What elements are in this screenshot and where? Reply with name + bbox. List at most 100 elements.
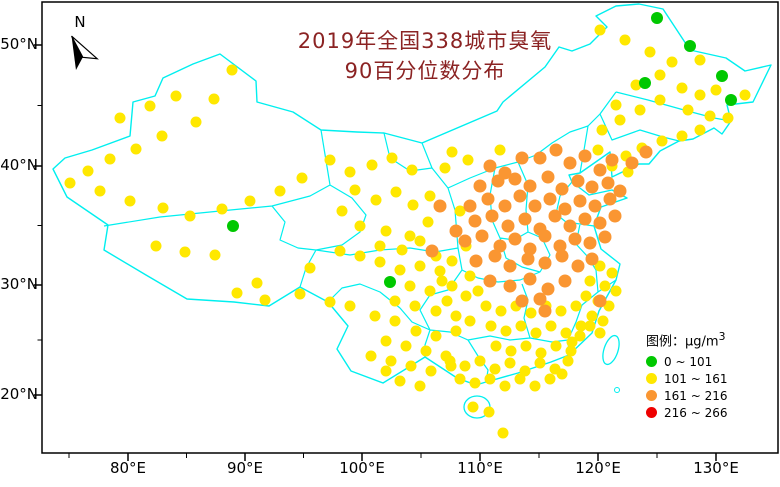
data-point	[525, 307, 537, 319]
data-point	[571, 174, 585, 188]
data-point	[508, 232, 522, 246]
data-point	[639, 145, 653, 159]
data-point	[483, 406, 495, 418]
data-point	[535, 347, 547, 359]
north-label: N	[74, 13, 85, 31]
data-point	[380, 335, 392, 347]
data-point	[593, 163, 607, 177]
data-point	[157, 202, 169, 214]
data-point	[473, 179, 487, 193]
data-point	[480, 300, 492, 312]
data-point	[716, 70, 728, 82]
data-point	[682, 104, 694, 116]
data-point	[414, 260, 426, 272]
data-point	[414, 380, 426, 392]
data-point	[464, 315, 476, 327]
data-point	[585, 252, 599, 266]
data-point	[489, 363, 501, 375]
data-point	[324, 296, 336, 308]
data-point	[450, 310, 462, 322]
north-arrow-left-icon	[71, 36, 83, 70]
data-point	[503, 279, 517, 293]
data-point	[651, 12, 663, 24]
data-point	[694, 89, 706, 101]
data-point	[454, 205, 466, 217]
data-point	[469, 377, 481, 389]
data-point	[599, 280, 611, 292]
data-point	[549, 143, 563, 157]
data-point	[384, 276, 396, 288]
data-point	[596, 124, 608, 136]
data-point	[598, 230, 612, 244]
data-point	[513, 189, 527, 203]
data-point	[578, 212, 592, 226]
data-point	[374, 256, 386, 268]
legend-dot-icon	[646, 407, 657, 419]
axis-ticks	[34, 44, 717, 461]
data-point	[130, 143, 142, 155]
data-point	[538, 229, 552, 243]
data-point	[501, 219, 515, 233]
data-point	[425, 244, 439, 258]
data-point	[490, 340, 502, 352]
data-point	[324, 154, 336, 166]
data-point	[505, 345, 517, 357]
data-point	[430, 305, 442, 317]
legend-item: 161 ~ 216	[646, 387, 778, 404]
data-point	[538, 256, 552, 270]
data-point	[722, 112, 734, 124]
data-point	[583, 236, 597, 250]
data-point	[216, 203, 228, 215]
data-point	[406, 164, 418, 176]
data-point	[425, 365, 437, 377]
data-point	[538, 304, 552, 318]
data-point	[504, 357, 516, 369]
data-point	[523, 272, 537, 286]
data-point	[485, 209, 499, 223]
data-point	[555, 182, 569, 196]
data-point	[170, 90, 182, 102]
data-point	[585, 180, 599, 194]
data-point	[574, 330, 586, 342]
data-point	[578, 149, 592, 163]
data-point	[370, 194, 382, 206]
data-point	[594, 24, 606, 36]
data-point	[530, 327, 542, 339]
data-point	[334, 245, 346, 257]
data-point	[563, 219, 577, 233]
data-point	[533, 292, 547, 306]
data-point	[446, 146, 458, 158]
data-point	[603, 300, 615, 312]
legend-item: 0 ~ 101	[646, 353, 778, 370]
data-point	[463, 199, 477, 213]
legend-item-label: 0 ~ 101	[664, 354, 713, 369]
legend-dot-icon	[646, 390, 657, 402]
data-point	[424, 285, 436, 297]
data-point	[514, 373, 526, 385]
data-point	[184, 210, 196, 222]
y-axis-label: 20°N	[0, 385, 38, 403]
data-point	[386, 152, 398, 164]
data-point	[580, 290, 592, 302]
data-point	[472, 285, 484, 297]
data-point	[495, 305, 507, 317]
data-point	[474, 355, 486, 367]
data-point	[64, 177, 76, 189]
data-point	[82, 165, 94, 177]
data-point	[385, 355, 397, 367]
data-point	[231, 287, 243, 299]
legend: 图例：μg/m3 0 ~ 101 101 ~ 161 161 ~ 216 216 ~ …	[646, 330, 778, 421]
data-point	[446, 255, 458, 267]
data-point	[541, 170, 555, 184]
legend-items: 0 ~ 101 101 ~ 161 161 ~ 216 216 ~ 266	[646, 353, 778, 421]
data-point	[568, 232, 582, 246]
china-outline	[52, 3, 772, 386]
data-point	[515, 294, 529, 308]
data-point	[610, 99, 622, 111]
data-point	[597, 315, 609, 327]
data-point	[410, 325, 422, 337]
data-point	[156, 130, 168, 142]
data-point	[704, 110, 716, 122]
data-point	[575, 320, 587, 332]
data-point	[190, 116, 202, 128]
